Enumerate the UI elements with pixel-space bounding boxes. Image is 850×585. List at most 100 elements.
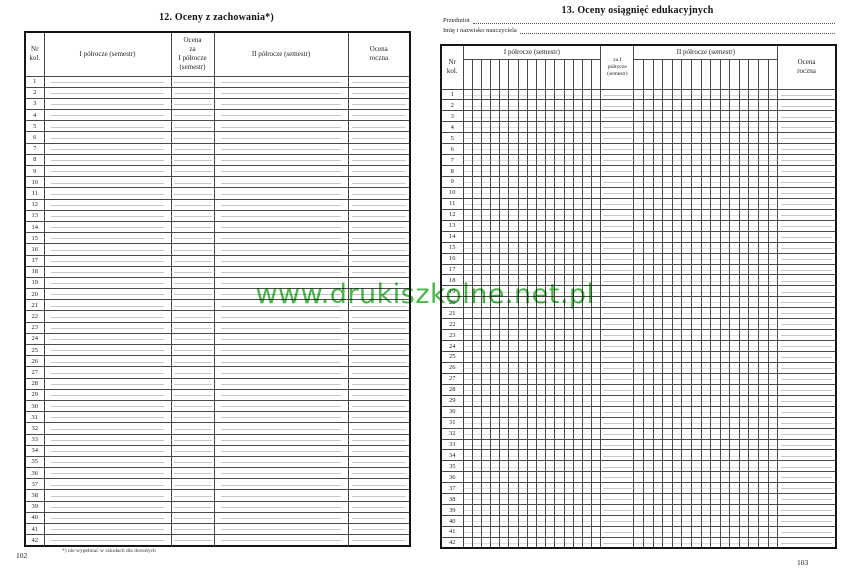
grade-cell: [642, 351, 654, 363]
annual-blank-cell: [347, 433, 411, 446]
grade-cell: [490, 372, 501, 385]
grade-cell: [758, 143, 769, 156]
grade-cell: [767, 132, 779, 145]
grade-cell: [526, 383, 538, 396]
grade-cell: [554, 219, 565, 232]
behavior-table-row: 33: [24, 433, 411, 446]
semester-grade-cell: [600, 197, 635, 210]
semester-grade-cell: [600, 99, 635, 112]
grade-cell: [681, 416, 692, 429]
grade-cell: [652, 263, 664, 276]
grade-cell: [526, 176, 538, 188]
grade-cell: [642, 285, 654, 298]
grade-cell: [490, 296, 501, 309]
grade-cell: [738, 471, 750, 484]
sem1-blank-cell: [43, 209, 172, 222]
grade-cell: [710, 274, 721, 287]
grade-cell: [563, 186, 574, 199]
behavior-table-row: 23: [24, 321, 411, 334]
grade-cell: [671, 438, 683, 451]
grade-cell: [526, 219, 538, 232]
grade-cell: [581, 154, 593, 167]
grade-cell: [738, 285, 750, 298]
teacher-name-field: Imię i nazwisko nauczyciela: [443, 27, 835, 34]
grade-cell: [508, 482, 519, 495]
footnote: *) nie wypełniać w szkołach dla dorosłyc…: [62, 548, 156, 554]
grade-cell: [690, 154, 702, 167]
grade-cell: [535, 394, 547, 407]
grade-cell: [563, 449, 574, 462]
grade-cell: [662, 143, 673, 156]
grade-cell: [499, 99, 510, 112]
semester-grade-cell: [600, 405, 635, 418]
grade-cell: [591, 416, 602, 429]
educational-header-row1: Nr kol. I półrocze (semestr) za I półroc…: [440, 44, 837, 90]
grade-cell: [581, 230, 593, 243]
grade-cell: [729, 154, 740, 167]
grade-cell: [671, 110, 683, 123]
grade-cell: [572, 416, 583, 429]
sem1-blank-cell: [43, 75, 172, 88]
grade-cell: [700, 526, 712, 538]
behavior-table-row: 3: [24, 97, 411, 111]
grade-cell: [738, 274, 750, 287]
grade-cell: [581, 526, 593, 538]
behavior-table-row: 41: [24, 522, 411, 536]
grade-cell: [690, 197, 702, 210]
educational-table-row: 21: [440, 307, 837, 320]
grade-cell: [591, 307, 602, 320]
grade-cell: [563, 241, 574, 254]
grade-cell: [480, 416, 492, 429]
grade-sem1-blank-cell: [170, 220, 215, 234]
row-number-cell: 30: [440, 405, 464, 418]
grade-cell: [700, 515, 712, 527]
educational-table-row: 19: [440, 285, 837, 298]
annual-blank-cell: [347, 142, 411, 155]
grade-cell: [642, 219, 654, 232]
grade-cell: [471, 230, 482, 243]
grade-cell: [652, 88, 664, 101]
grade-cell: [480, 394, 492, 407]
grade-cell: [729, 372, 740, 385]
annual-grade-cell: [777, 110, 837, 123]
grade-cell: [554, 154, 565, 167]
grade-cell: [690, 88, 702, 101]
sem2-blank-cell: [213, 153, 349, 167]
annual-grade-cell: [777, 296, 837, 309]
grade-cell: [681, 208, 692, 221]
grade-cell: [572, 471, 583, 484]
grade-cell: [729, 132, 740, 145]
grade-sem1-blank-cell: [170, 209, 215, 222]
grade-cell: [758, 285, 769, 298]
grade-cell: [563, 526, 574, 538]
grade-cell: [710, 143, 721, 156]
grade-cell: [700, 219, 712, 232]
grade-cell: [710, 361, 721, 374]
grade-cell: [652, 438, 664, 451]
grade-cell: [681, 405, 692, 418]
narrow-grade-column-head: [471, 58, 482, 90]
grade-cell: [719, 296, 731, 309]
grade-cell: [535, 186, 547, 199]
annual-grade-cell: [777, 329, 837, 342]
behavior-table-row: 40: [24, 511, 411, 525]
grade-cell: [719, 515, 731, 527]
grade-cell: [748, 296, 760, 309]
grade-cell: [729, 351, 740, 363]
grade-cell: [471, 307, 482, 320]
grade-cell: [581, 208, 593, 221]
grade-cell: [729, 471, 740, 484]
grade-cell: [690, 471, 702, 484]
grade-cell: [563, 416, 574, 429]
grade-cell: [729, 197, 740, 210]
grade-cell: [690, 285, 702, 298]
grade-cell: [572, 154, 583, 167]
grade-sem1-blank-cell: [170, 232, 215, 245]
grade-cell: [554, 274, 565, 287]
grade-cell: [633, 165, 644, 177]
annual-blank-cell: [347, 444, 411, 457]
grade-cell: [758, 416, 769, 429]
grade-cell: [545, 197, 556, 210]
grade-cell: [710, 526, 721, 538]
annual-blank-cell: [347, 422, 411, 435]
